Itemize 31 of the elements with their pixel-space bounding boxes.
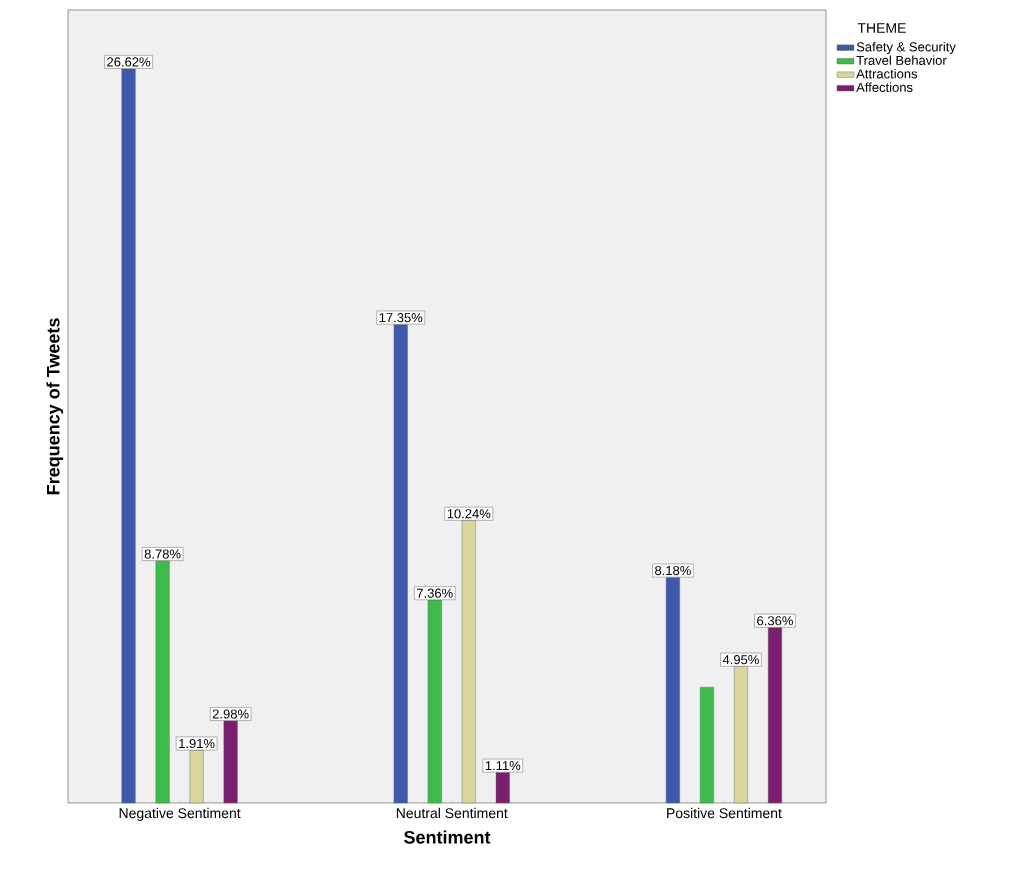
bar	[393, 324, 408, 804]
legend-label: Attractions	[856, 68, 918, 79]
data-label: 17.35%	[379, 313, 423, 323]
x-tick-label: Neutral Sentiment	[396, 807, 508, 819]
data-label: 26.62%	[107, 57, 151, 67]
x-axis-title: Sentiment	[404, 830, 491, 844]
data-label: 8.78%	[144, 549, 181, 559]
legend-title: THEME	[857, 23, 906, 33]
bar	[699, 686, 714, 804]
data-label: 10.24%	[447, 509, 491, 519]
data-label: 4.95%	[722, 655, 759, 665]
bar	[495, 772, 510, 804]
bar	[121, 68, 136, 804]
bar	[733, 666, 748, 804]
y-axis-title: Frequency of Tweets	[46, 318, 64, 495]
x-tick-label: Positive Sentiment	[667, 807, 782, 819]
bar	[223, 720, 238, 804]
data-label: 1.91%	[179, 738, 215, 749]
data-label: 6.36%	[757, 616, 793, 626]
data-label: 8.18%	[655, 565, 691, 576]
data-label: 2.98%	[212, 709, 249, 719]
data-label: 1.11%	[485, 761, 521, 771]
legend-label: Affections	[856, 82, 913, 92]
data-label: 7.36%	[417, 588, 453, 598]
legend-label: Travel Behavior	[856, 55, 947, 65]
bar	[155, 560, 170, 804]
x-tick-label: Negative Sentiment	[119, 807, 241, 821]
bar	[665, 577, 680, 804]
bar	[461, 520, 476, 804]
bar	[767, 627, 782, 804]
legend-label: Safety & Security	[856, 41, 956, 55]
